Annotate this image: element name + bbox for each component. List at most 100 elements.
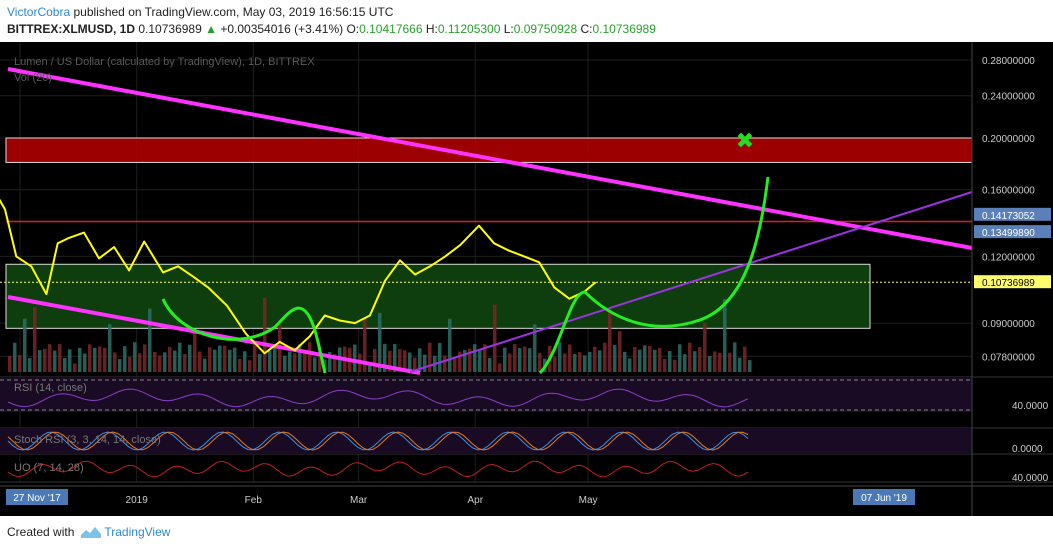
tradingview-logo-icon [81, 527, 102, 538]
volume-bar [513, 344, 517, 372]
volume-bar [228, 349, 232, 372]
volume-bar [93, 347, 97, 372]
volume-bar [678, 344, 682, 372]
price-line [0, 198, 597, 355]
rsi-line [7, 388, 749, 408]
close-value: 0.10736989 [592, 22, 656, 36]
volume-bar [133, 342, 137, 372]
volume-bar [413, 357, 417, 372]
price-axis-tick: 0.07800000 [982, 352, 1035, 363]
last-price: 0.10736989 [138, 22, 202, 36]
symbol-label: BITTREX:XLMUSD, 1D [7, 22, 136, 36]
volume-bar [538, 352, 542, 372]
volume-bar [398, 349, 402, 372]
open-value: 0.10417666 [359, 22, 423, 36]
open-label: O: [346, 22, 360, 36]
volume-bar [73, 363, 77, 372]
volume-bar [193, 330, 197, 372]
low-label: L: [503, 22, 514, 36]
volume-bar [203, 358, 207, 372]
volume-bar [493, 304, 497, 372]
footer: Created with TradingView [7, 525, 170, 539]
volume-bar [178, 342, 182, 372]
volume-bar [258, 354, 262, 372]
volume-bar [388, 350, 392, 372]
volume-bar [523, 346, 527, 372]
volume-bar [293, 353, 297, 372]
chart-title: Lumen / US Dollar (calculated by Trading… [14, 56, 315, 68]
volume-bar [718, 352, 722, 372]
volume-bar [598, 350, 602, 372]
descending-trendline-lower [7, 295, 421, 375]
volume-bar [58, 344, 62, 372]
volume-bar [153, 351, 157, 372]
volume-bar [683, 354, 687, 372]
start-date-tag: 27 Nov '17 [13, 493, 61, 504]
volume-bar [23, 318, 27, 372]
author-name[interactable]: VictorCobra [7, 5, 71, 19]
ohlc-line: BITTREX:XLMUSD, 1D 0.10736989 ▲ +0.00354… [7, 22, 656, 36]
high-label: H: [425, 22, 438, 36]
end-date-tag-box [853, 489, 915, 505]
volume-bar [18, 355, 22, 372]
volume-bar [253, 344, 257, 372]
volume-bar [48, 344, 52, 372]
volume-bar [383, 343, 387, 372]
volume-bar [688, 342, 692, 372]
chart-svg[interactable]: ✖ 0.28000000 0.24000000 0.20000000 0.160000… [0, 42, 1053, 516]
uo-line [7, 460, 749, 478]
volume-bar [333, 354, 337, 372]
close-label: C: [580, 22, 593, 36]
volume-bar [188, 344, 192, 372]
volume-bar [378, 312, 382, 372]
volume-bar [298, 344, 302, 372]
volume-bar [308, 342, 312, 372]
volume-bar [8, 356, 12, 372]
volume-bar [223, 345, 227, 372]
volume-bar [263, 297, 267, 372]
volume-bar [168, 346, 172, 372]
stoch-d-line [7, 431, 749, 451]
volume-bar [288, 351, 292, 372]
volume-bar [158, 355, 162, 372]
volume-bar [173, 350, 177, 372]
price-axis-tick: 0.16000000 [982, 186, 1035, 197]
volume-bar [243, 351, 247, 372]
stoch-axis-tick: 0.0000 [1012, 444, 1043, 455]
volume-bar [233, 347, 237, 372]
volume-bar [113, 352, 117, 372]
volume-bar [408, 352, 412, 372]
volume-bar [373, 348, 377, 372]
time-axis-tick: May [579, 495, 598, 506]
volume-bar [248, 360, 252, 372]
volume-bar [43, 348, 47, 372]
low-value: 0.09750928 [513, 22, 578, 36]
volume-bar [68, 349, 72, 372]
volume-bar [663, 358, 667, 372]
change-arrow-icon: ▲ [205, 22, 217, 36]
volume-bar [578, 352, 582, 372]
volume-bar [268, 350, 272, 372]
volume-bar [423, 354, 427, 372]
ascending-trendline [409, 191, 973, 373]
volume-bar [648, 345, 652, 372]
volume-bar [143, 344, 147, 372]
tradingview-link[interactable]: TradingView [104, 525, 171, 539]
volume-bar [638, 349, 642, 372]
volume-bar [558, 342, 562, 372]
cup-pattern-right [538, 176, 770, 375]
volume-bar [613, 344, 617, 372]
volume-bar [363, 318, 367, 372]
published-text: published on TradingView.com, May 03, 20… [73, 5, 394, 19]
volume-bar [668, 350, 672, 372]
volume-bar [118, 359, 122, 372]
chart-panel[interactable]: ✖ 0.28000000 0.24000000 0.20000000 0.160000… [0, 42, 1053, 516]
volume-bar [148, 308, 152, 372]
volume-bar [593, 346, 597, 372]
volume-bar [313, 357, 317, 372]
volume-bar [123, 346, 127, 372]
price-tag-box [974, 225, 1051, 239]
volume-bar [33, 307, 37, 372]
volume-bar [238, 358, 242, 372]
volume-bar [588, 351, 592, 372]
